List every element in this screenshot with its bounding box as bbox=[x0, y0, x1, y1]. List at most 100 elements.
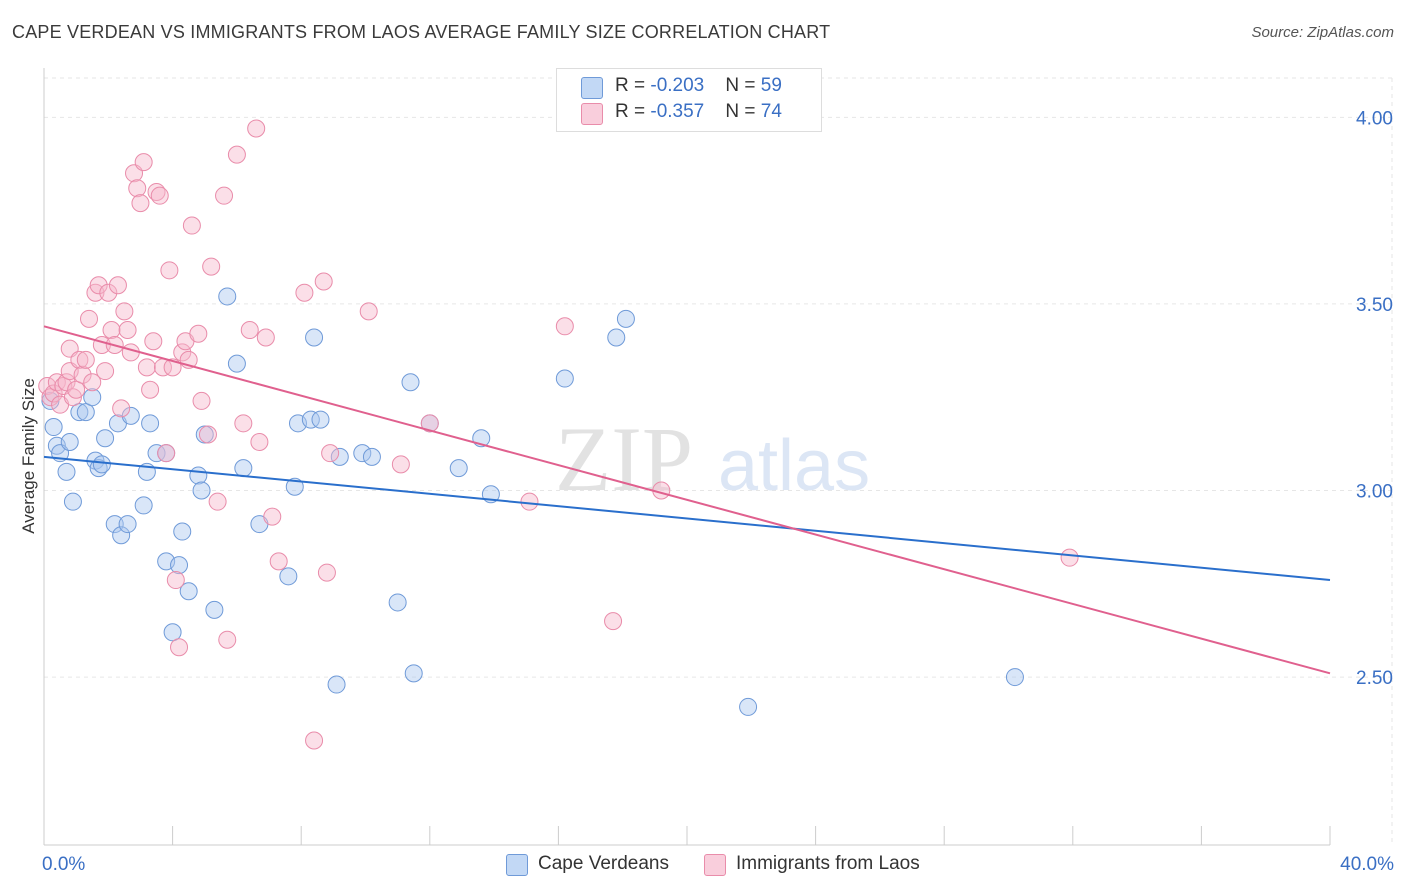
correlation-legend: R = -0.203 N = 59 R = -0.357 N = 74 bbox=[556, 68, 822, 132]
laos-immigrant-point bbox=[115, 302, 134, 321]
chart-title: CAPE VERDEAN VS IMMIGRANTS FROM LAOS AVE… bbox=[12, 22, 831, 42]
r-value: -0.357 bbox=[650, 101, 705, 122]
laos-immigrant-point bbox=[57, 373, 76, 392]
laos-immigrant-point bbox=[295, 283, 314, 302]
laos-immigrant-point bbox=[157, 444, 176, 463]
r-label: R = bbox=[615, 75, 651, 96]
laos-immigrant-point bbox=[215, 186, 234, 205]
pink-swatch-icon bbox=[581, 103, 603, 125]
laos-immigrant-point bbox=[70, 350, 89, 369]
laos-immigrant-point bbox=[121, 343, 140, 362]
blue-swatch-icon bbox=[581, 77, 603, 99]
cape-verdean-point bbox=[83, 388, 102, 407]
cape-verdean-point bbox=[555, 369, 574, 388]
source-label: Source: ZipAtlas.com bbox=[1251, 24, 1394, 41]
laos-immigrant-point bbox=[96, 362, 115, 381]
laos-immigrant-point bbox=[420, 414, 439, 433]
cape-verdean-point bbox=[121, 406, 140, 425]
laos-immigrant-point bbox=[240, 321, 259, 340]
n-value: 59 bbox=[760, 75, 782, 96]
cape-verdean-point bbox=[205, 600, 224, 619]
laos-immigrant-point bbox=[160, 261, 179, 280]
laos-immigrant-point bbox=[234, 414, 253, 433]
laos-immigrant-point bbox=[227, 145, 246, 164]
cape-verdean-point bbox=[305, 328, 324, 347]
laos-immigrant-point bbox=[137, 358, 156, 377]
cape-verdean-point bbox=[388, 593, 407, 612]
laos-immigrant-point bbox=[134, 153, 153, 172]
laos-immigrant-point bbox=[170, 638, 189, 657]
laos-immigrant-point bbox=[256, 328, 275, 347]
cape-verdean-point bbox=[327, 675, 346, 694]
laos-immigrant-point bbox=[80, 309, 99, 328]
y-tick-label: 2.50 bbox=[1356, 668, 1393, 689]
x-tick-label: 40.0% bbox=[1340, 854, 1394, 875]
cape-verdean-point bbox=[227, 354, 246, 373]
laos-immigrant-point bbox=[131, 194, 150, 213]
cape-verdean-point bbox=[57, 462, 76, 481]
laos-immigrant-point bbox=[89, 276, 108, 295]
laos-immigrant-point bbox=[150, 186, 169, 205]
laos-immigrant-point bbox=[263, 507, 282, 526]
cape-verdean-point bbox=[163, 623, 182, 642]
laos-immigrant-point bbox=[73, 365, 92, 384]
cape-verdean-point bbox=[96, 429, 115, 448]
laos-immigrant-point bbox=[305, 731, 324, 750]
cape-verdean-point bbox=[141, 414, 160, 433]
laos-immigrant-point bbox=[166, 571, 185, 590]
cape-verdean-point bbox=[234, 459, 253, 478]
n-label: N = bbox=[725, 75, 761, 96]
watermark-zip: ZIP bbox=[555, 408, 693, 510]
blue-swatch-icon bbox=[506, 854, 528, 876]
laos-immigrant-point bbox=[83, 373, 102, 392]
laos-immigrant-point bbox=[128, 179, 147, 198]
cape-verdean-point bbox=[170, 556, 189, 575]
pink-swatch-icon bbox=[704, 854, 726, 876]
laos-immigrant-point bbox=[112, 399, 131, 418]
cape-verdean-point bbox=[449, 459, 468, 478]
laos-immigrant-point bbox=[520, 492, 539, 511]
y-tick-label: 4.00 bbox=[1356, 108, 1393, 129]
cape-verdean-point bbox=[404, 664, 423, 683]
y-tick-label: 3.00 bbox=[1356, 481, 1393, 502]
laos-immigrant-point bbox=[118, 321, 137, 340]
laos-immigrant-point bbox=[555, 317, 574, 336]
laos-immigrant-point bbox=[141, 380, 160, 399]
x-tick-label: 0.0% bbox=[42, 854, 85, 875]
cape-verdean-point bbox=[105, 515, 124, 534]
laos-immigrant-point bbox=[198, 425, 217, 444]
laos-immigrant-point bbox=[218, 630, 237, 649]
cape-verdean-point bbox=[218, 287, 237, 306]
cape-verdean-point bbox=[353, 444, 372, 463]
watermark: ZIP atlas bbox=[555, 408, 870, 510]
laos-immigrant-point bbox=[202, 257, 221, 276]
laos-trend-line bbox=[43, 325, 1331, 675]
cape-verdean-point bbox=[70, 403, 89, 422]
tick-labels: 2.50 3.00 3.50 4.00 0.0% 40.0% bbox=[42, 108, 1394, 875]
laos-immigrant-point bbox=[269, 552, 288, 571]
laos-immigrant-point bbox=[76, 350, 95, 369]
laos-immigrant-point bbox=[604, 612, 623, 631]
cape-verdeans-trend-line bbox=[43, 455, 1331, 582]
cape-verdean-point bbox=[147, 444, 166, 463]
laos-immigrant-point bbox=[144, 332, 163, 351]
cape-verdean-point bbox=[1005, 668, 1024, 687]
cape-verdean-point bbox=[76, 403, 95, 422]
cape-verdean-point bbox=[362, 447, 381, 466]
cape-verdean-point bbox=[92, 455, 111, 474]
cape-verdean-point bbox=[739, 697, 758, 716]
cape-verdean-point bbox=[173, 522, 192, 541]
laos-immigrant-point bbox=[321, 444, 340, 463]
cape-verdean-point bbox=[63, 492, 82, 511]
laos-immigrant-point bbox=[44, 384, 63, 403]
cape-verdean-point bbox=[616, 309, 635, 328]
cape-verdean-point bbox=[311, 410, 330, 429]
laos-immigrant-point bbox=[359, 302, 378, 321]
cape-verdean-point bbox=[330, 447, 349, 466]
laos-immigrant-point bbox=[108, 276, 127, 295]
legend-label: Immigrants from Laos bbox=[736, 853, 920, 874]
n-label: N = bbox=[725, 101, 761, 122]
cape-verdean-point bbox=[60, 432, 79, 451]
laos-immigrant-point bbox=[173, 343, 192, 362]
